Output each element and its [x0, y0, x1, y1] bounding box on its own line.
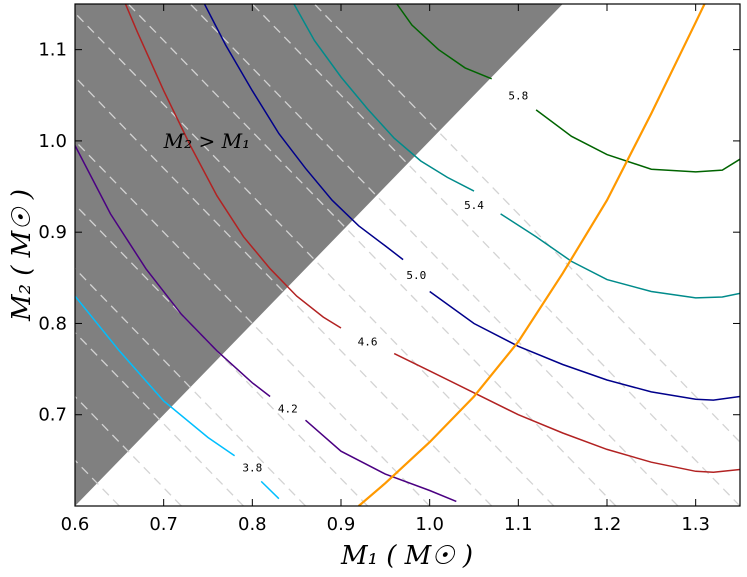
contour-line-5.8-b: [535, 109, 740, 173]
contour-line-5.0: [203, 4, 404, 261]
contour-line-4.2: [75, 145, 271, 398]
contour-line-3.8-b: [260, 480, 280, 500]
shaded-region-m2-gt-m1: [75, 4, 563, 506]
dashed-guide-line-16: [75, 76, 493, 506]
plot-area: 3.8 4.2 4.6 5.0 5.4 5.8 M₂ > M₁: [75, 4, 740, 506]
dashed-guide-line-21: [313, 4, 740, 444]
contour-label-5.4: 5.4: [464, 199, 484, 212]
contour-line-orange: [357, 4, 706, 506]
axis-ticks: 0.6 0.7 0.8 0.9 1.0 1.1 1.2 1.3 0.7 0.8 0.9 1.0 1.1: [38, 4, 740, 535]
dashed-guide-line-15: [75, 139, 431, 506]
y-axis-label: M₂ ( M☉ ): [7, 189, 37, 322]
contour-line-4.6-b: [393, 352, 740, 473]
contour-line-5.4-b: [500, 213, 740, 299]
x-tick-label: 1.0: [415, 514, 444, 535]
dashed-guide-line-19: [189, 4, 679, 506]
contour-line-4.6: [124, 4, 342, 329]
contour-label-3.8: 3.8: [242, 462, 262, 475]
contour-label-5.0: 5.0: [406, 269, 426, 282]
contour-label-5.8: 5.8: [508, 89, 528, 102]
x-tick-label: 1.2: [593, 514, 622, 535]
x-tick-label: 1.1: [504, 514, 533, 535]
dashed-guide-line-20: [251, 4, 740, 506]
x-tick-label: 0.6: [61, 514, 90, 535]
x-axis-label: M₁ ( M☉ ): [340, 541, 473, 571]
plot-frame: [74, 3, 741, 507]
dashed-guide-line-18: [127, 4, 617, 506]
y-tick-label: 0.8: [38, 313, 67, 334]
x-tick-label: 1.3: [681, 514, 710, 535]
y-tick-label: 0.9: [38, 222, 67, 243]
dashed-guide-line-17: [75, 12, 555, 506]
y-tick-label: 1.0: [38, 131, 67, 152]
contour-line-5.0-b: [429, 290, 740, 401]
x-tick-label: 0.8: [238, 514, 267, 535]
contour-line-5.4: [293, 4, 475, 192]
y-tick-label: 1.1: [38, 40, 67, 61]
y-tick-label: 0.7: [38, 405, 67, 426]
x-tick-label: 0.9: [327, 514, 356, 535]
contour-line-4.2-b: [305, 419, 457, 503]
dashed-guide-line-14: [75, 203, 369, 506]
contour-line-5.8: [396, 4, 492, 80]
contour-label-4.6: 4.6: [358, 336, 378, 349]
region-label: M₂ > M₁: [163, 129, 250, 153]
contour-label-4.2: 4.2: [278, 402, 298, 415]
contour-line-3.8: [75, 295, 236, 457]
x-tick-label: 0.7: [149, 514, 178, 535]
